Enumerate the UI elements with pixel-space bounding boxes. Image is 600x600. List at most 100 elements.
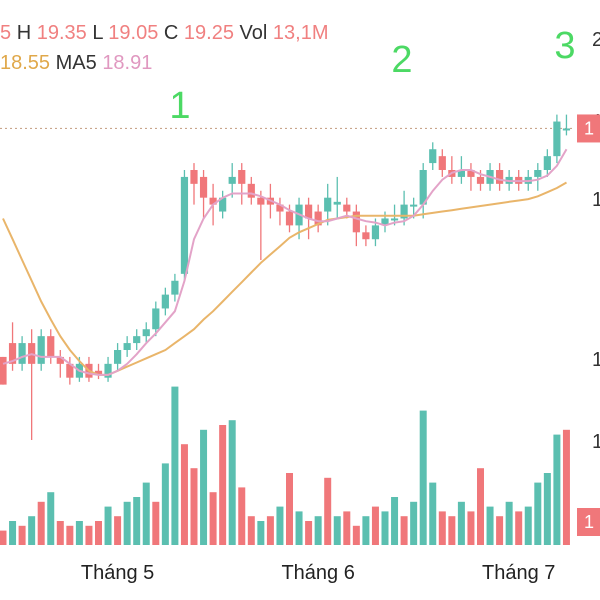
candle-body <box>429 149 437 164</box>
volume-bar <box>496 516 504 545</box>
low-value: 19.05 <box>108 22 159 44</box>
candle-body <box>496 170 504 184</box>
volume-bar <box>553 434 561 545</box>
volume-bar <box>180 444 188 545</box>
volume-bar <box>343 511 351 545</box>
candle-body <box>324 197 332 212</box>
candle-body <box>534 170 542 177</box>
candle-body <box>238 170 246 184</box>
candle-body <box>400 204 408 219</box>
moving-averages <box>2 148 568 376</box>
volume-label: Vol <box>239 22 268 44</box>
volume-bar <box>152 501 160 545</box>
candle-body <box>94 370 103 375</box>
volume-bar <box>238 487 246 545</box>
candle-body <box>257 197 265 205</box>
candle-body <box>219 197 227 212</box>
volume-badge <box>577 508 600 536</box>
candle-body <box>343 204 351 212</box>
volume-bar <box>438 511 446 545</box>
volume-bar <box>477 468 484 545</box>
candle-body <box>161 294 169 309</box>
volume-bar <box>324 477 332 545</box>
volume-bar <box>534 482 542 545</box>
volume-bar <box>314 516 322 545</box>
volume-bar <box>419 410 427 545</box>
candle-body <box>553 121 561 157</box>
candle-body <box>467 170 475 177</box>
volume-bar <box>448 516 456 545</box>
candle-body <box>152 308 160 330</box>
volume-bar <box>228 420 236 545</box>
volume-bar <box>95 521 102 545</box>
volume-bar <box>56 521 64 545</box>
volume-bar <box>85 525 93 545</box>
candle-body <box>276 204 284 212</box>
volume-bar <box>524 506 532 545</box>
candle-body <box>66 363 74 378</box>
candle-body <box>8 343 17 364</box>
volume-bar <box>37 501 45 545</box>
candle-body <box>390 218 399 221</box>
y-axis-tick-label: 2 <box>592 29 600 51</box>
volume-bar <box>381 511 389 545</box>
ma-header: 18.55 MA5 18.91 <box>0 52 152 75</box>
high-label: H <box>16 22 32 44</box>
candle-body <box>362 232 370 240</box>
volume-bar <box>562 429 570 545</box>
candle-body <box>180 176 189 274</box>
volume-bar <box>515 511 523 545</box>
y-axis-tick-label: 1 <box>592 431 600 453</box>
candle-body <box>56 356 64 364</box>
volume-bar <box>75 521 83 545</box>
ma20-line <box>2 181 567 376</box>
volume-bar <box>305 521 313 545</box>
candle-body <box>133 336 141 344</box>
y-axis-tick-label: 1 <box>592 189 600 211</box>
volume-bar <box>457 501 465 545</box>
volume-bar <box>18 525 26 545</box>
ohlc-header: 5 H 19.35 L 19.05 C 19.25 Vol 13,1M <box>0 22 329 45</box>
volume-bar <box>429 482 437 545</box>
candle-body <box>410 204 418 207</box>
volume-bar <box>142 482 150 545</box>
volume-bar <box>410 501 418 545</box>
ma5-value: 18.91 <box>102 52 153 74</box>
candle-body <box>381 218 389 226</box>
candle-body <box>47 336 55 357</box>
volume-value: 13,1M <box>272 22 329 44</box>
candle-body <box>333 201 341 205</box>
marker-2: 2 <box>391 39 412 81</box>
candle-body <box>171 280 179 295</box>
volume-bar <box>209 492 217 545</box>
candlesticks <box>0 114 571 440</box>
candle-body <box>104 363 112 378</box>
volume-bar <box>400 516 408 545</box>
volume-bars <box>0 386 570 545</box>
marker-3: 3 <box>554 25 575 67</box>
high-value: 19.35 <box>36 22 87 44</box>
volume-bar <box>200 429 208 545</box>
volume-bar <box>276 506 284 545</box>
volume-bar <box>295 511 303 545</box>
volume-bar <box>486 506 494 545</box>
candle-body <box>190 170 198 184</box>
volume-bar <box>104 506 112 545</box>
candle-body <box>0 356 7 385</box>
candle-body <box>371 225 380 240</box>
close-value: 19.25 <box>183 22 234 44</box>
ma20-value: 18.55 <box>0 52 51 74</box>
volume-bar <box>171 386 179 545</box>
volume-bar <box>371 506 379 545</box>
volume-bar <box>266 516 274 545</box>
volume-bar <box>467 511 475 545</box>
volume-bar <box>333 516 341 545</box>
x-axis-label: Tháng 6 <box>281 562 354 584</box>
volume-bar <box>47 492 55 545</box>
volume-bar <box>66 525 74 545</box>
volume-bar <box>352 525 360 545</box>
volume-bar <box>190 468 198 545</box>
volume-bar <box>161 463 169 545</box>
volume-badge-text: 1 <box>584 512 594 532</box>
